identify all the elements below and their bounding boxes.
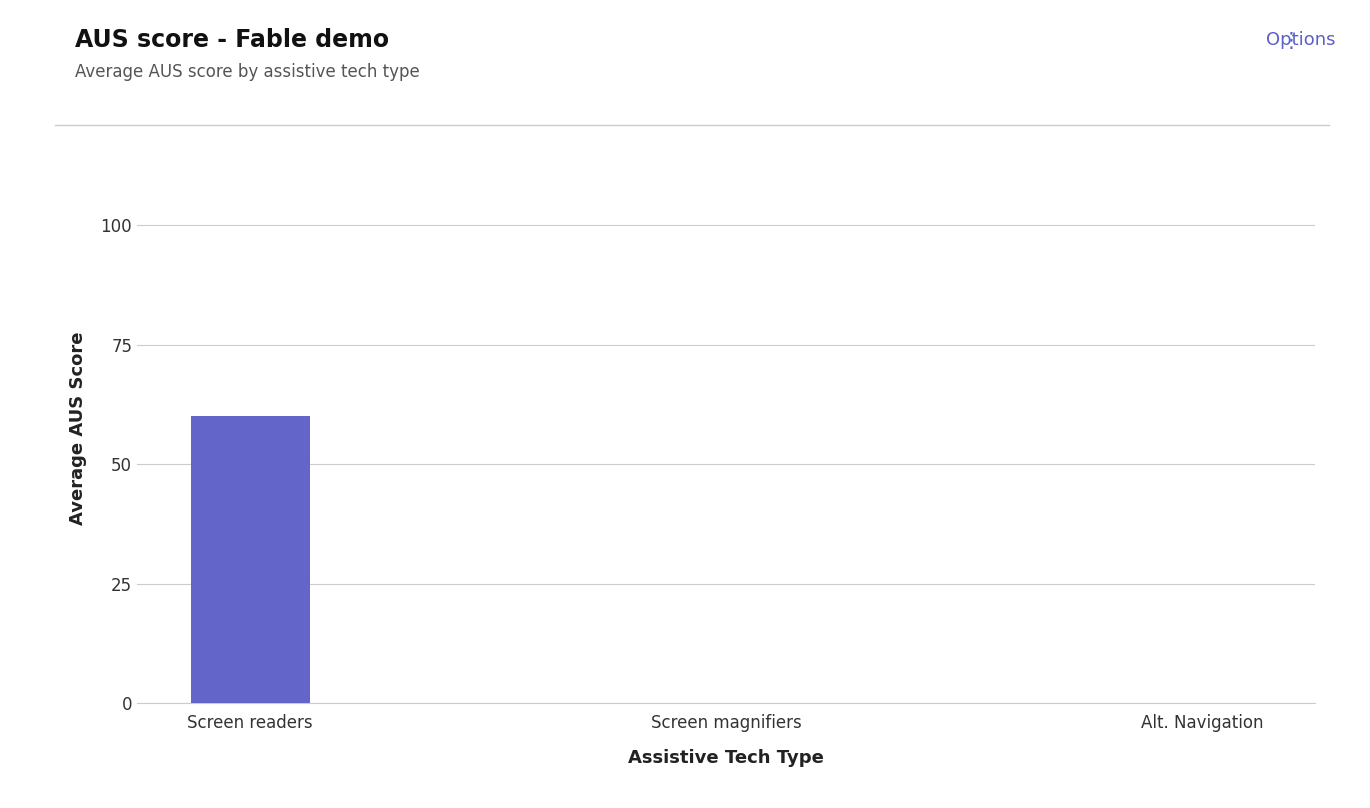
Y-axis label: Average AUS Score: Average AUS Score xyxy=(68,331,86,525)
Bar xyxy=(190,416,310,703)
Text: ⋮: ⋮ xyxy=(1281,31,1302,51)
X-axis label: Assistive Tech Type: Assistive Tech Type xyxy=(629,749,823,767)
Text: Options: Options xyxy=(1266,31,1336,48)
Text: Average AUS score by assistive tech type: Average AUS score by assistive tech type xyxy=(75,63,421,81)
Text: AUS score - Fable demo: AUS score - Fable demo xyxy=(75,28,389,53)
